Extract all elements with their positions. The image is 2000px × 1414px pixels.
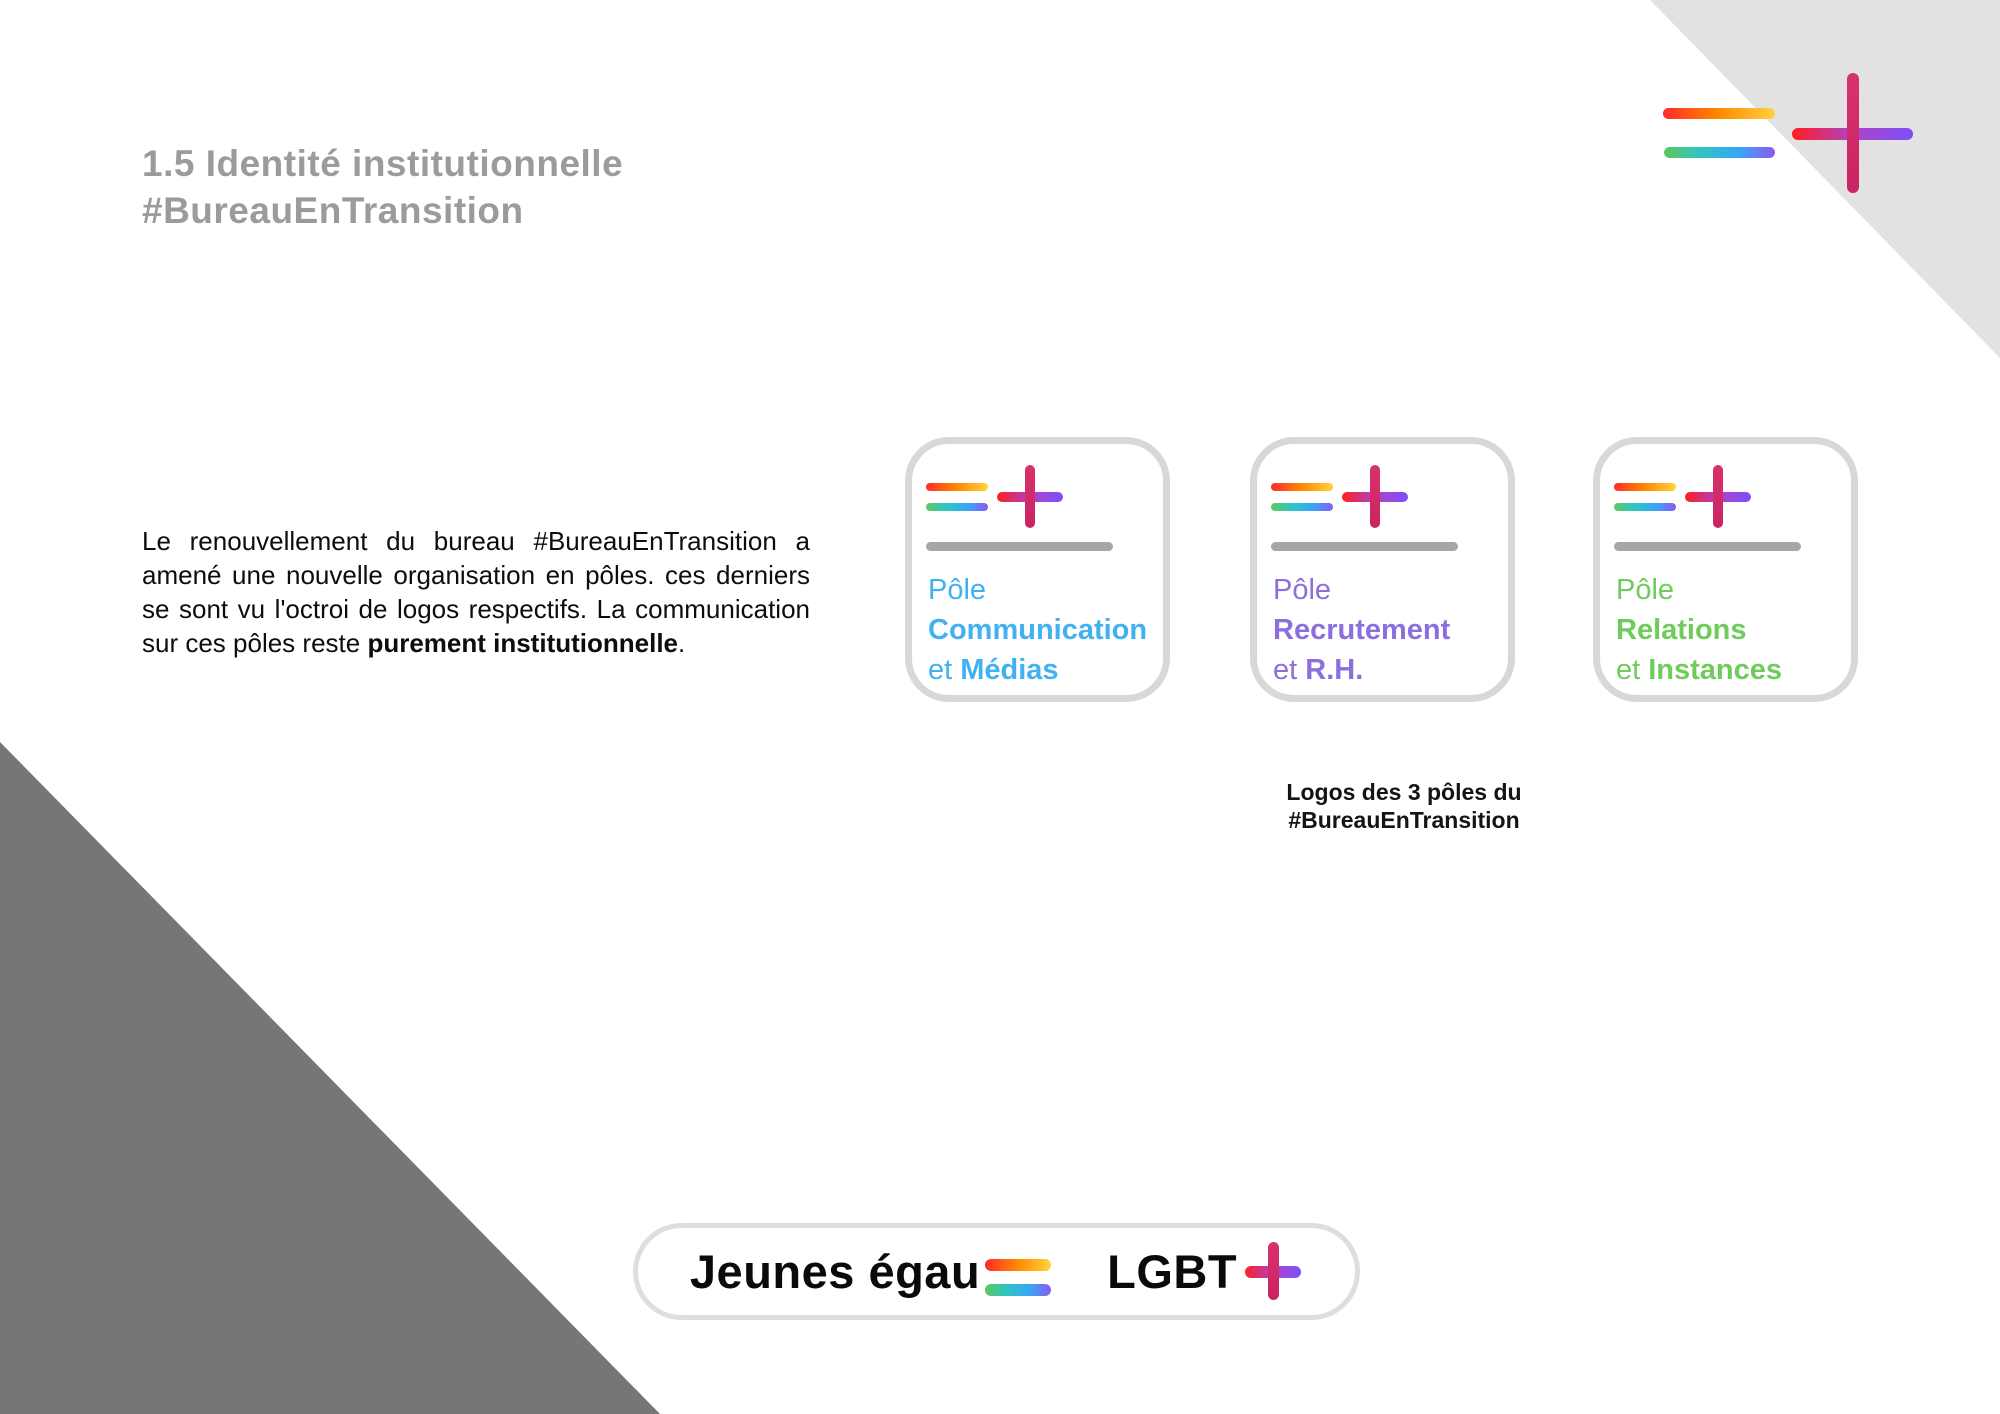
card-label-line2: Communication: [928, 614, 1148, 646]
equals-plus-logo: [1663, 73, 1913, 193]
paragraph-lead: Le renouvellement du bureau #BureauEnTra…: [142, 526, 810, 658]
card-label-line1: Pôle: [1616, 574, 1675, 606]
rainbow-equals-top-bar-icon: [1614, 483, 1676, 491]
page-title-line2: #BureauEnTransition: [142, 190, 524, 231]
jeunes-egaux-lgbt-wordmark: Jeunes égau LGBT: [633, 1223, 1360, 1320]
cards-caption-line1: Logos des 3 pôles du: [1286, 779, 1522, 805]
card-label-line3: et R.H.: [1273, 650, 1450, 690]
rainbow-equals-bottom-bar-icon: [926, 503, 988, 511]
card-label-line1: Pôle: [928, 574, 987, 606]
rainbow-equals-bottom-bar-icon: [1271, 503, 1333, 511]
bottom-left-triangle: [0, 742, 660, 1414]
page-title: 1.5 Identité institutionnelle #BureauEnT…: [142, 140, 623, 234]
cards-caption: Logos des 3 pôles du #BureauEnTransition: [1254, 778, 1554, 834]
gradient-plus-vertical-icon: [1025, 465, 1035, 528]
rainbow-equals-bottom-bar-icon: [1664, 147, 1775, 158]
card-label: Pôle Relations et Instances: [1616, 570, 1782, 690]
card-label: Pôle Recrutement et R.H.: [1273, 570, 1450, 690]
card-label-line3: et Médias: [928, 650, 1147, 690]
wordmark-text-left: Jeunes égau: [689, 1245, 981, 1298]
divider-bar: [1271, 542, 1458, 551]
card-label-line2: Recrutement: [1273, 614, 1451, 646]
rainbow-equals-bottom-bar-icon: [985, 1283, 1052, 1296]
rainbow-equals-bottom-bar-icon: [1614, 503, 1676, 511]
card-label-line3-regular: et: [928, 654, 961, 686]
page-title-line1: 1.5 Identité institutionnelle: [142, 143, 624, 184]
card-label-line3-bold: Médias: [960, 654, 1059, 686]
card-label-line1: Pôle: [1273, 574, 1332, 606]
gradient-plus-vertical-icon: [1370, 465, 1380, 528]
card-label-line3-regular: et: [1616, 654, 1649, 686]
equals-plus-logo: [926, 465, 1116, 545]
equals-plus-logo: [1271, 465, 1461, 545]
card-label-line3-bold: R.H.: [1305, 654, 1364, 686]
paragraph-tail: .: [678, 628, 686, 658]
card-label-line3-bold: Instances: [1648, 654, 1783, 686]
cards-caption-line2: #BureauEnTransition: [1288, 807, 1520, 833]
rainbow-equals-icon: [985, 1258, 1052, 1299]
divider-bar: [1614, 542, 1801, 551]
rainbow-equals-top-bar-icon: [1271, 483, 1333, 491]
paragraph-emphasis: purement institutionnelle: [367, 628, 679, 658]
rainbow-equals-top-bar-icon: [985, 1258, 1052, 1271]
equals-plus-logo: [1614, 465, 1804, 545]
card-label-line3-regular: et: [1273, 654, 1306, 686]
gradient-plus-icon: [1245, 1241, 1303, 1302]
card-label: Pôle Communication et Médias: [928, 570, 1147, 690]
rainbow-equals-top-bar-icon: [926, 483, 988, 491]
pole-card-recrutement: Pôle Recrutement et R.H.: [1250, 437, 1515, 702]
divider-bar: [926, 542, 1113, 551]
pole-card-communication: Pôle Communication et Médias: [905, 437, 1170, 702]
gradient-plus-vertical-icon: [1847, 73, 1859, 193]
gradient-plus-vertical-icon: [1713, 465, 1723, 528]
wordmark-text-right: LGBT: [1107, 1245, 1238, 1298]
rainbow-equals-top-bar-icon: [1663, 108, 1775, 119]
card-label-line2: Relations: [1616, 614, 1747, 646]
body-paragraph: Le renouvellement du bureau #BureauEnTra…: [142, 524, 810, 660]
gradient-plus-vertical-icon: [1268, 1241, 1280, 1300]
card-label-line3: et Instances: [1616, 650, 1782, 690]
pole-card-relations: Pôle Relations et Instances: [1593, 437, 1858, 702]
